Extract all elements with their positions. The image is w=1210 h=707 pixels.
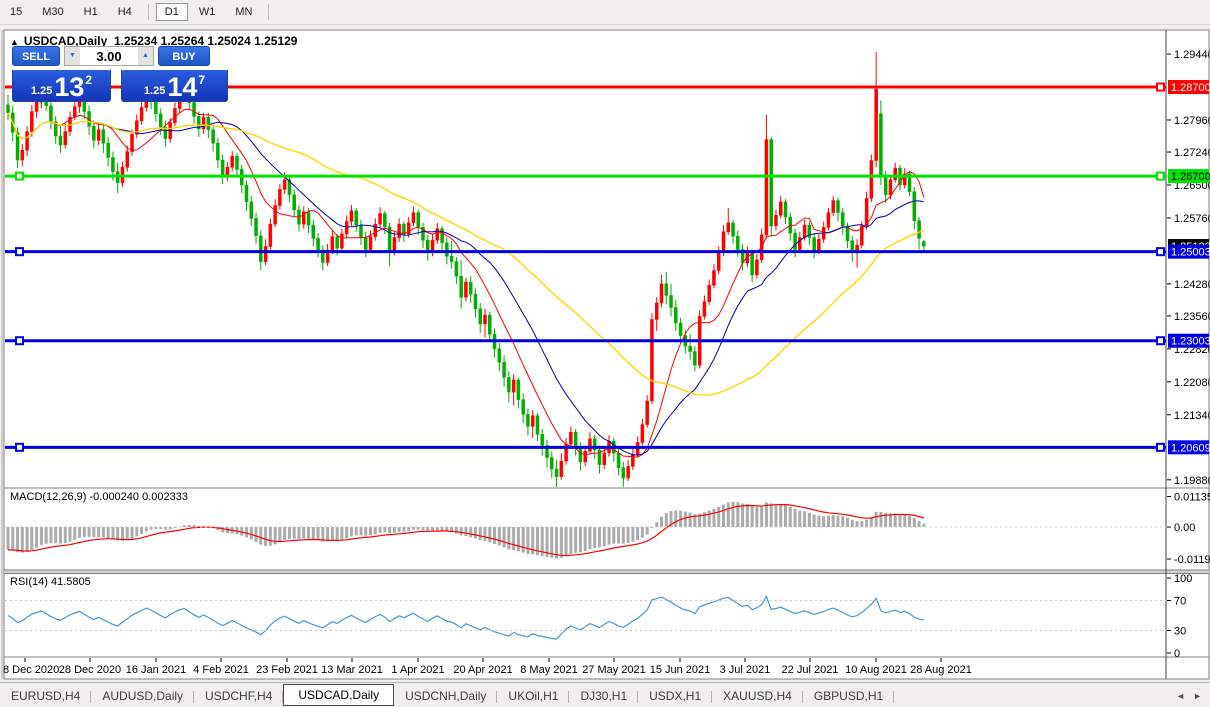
timeframe-button-m30[interactable]: M30 bbox=[42, 6, 64, 18]
svg-text:1.27240: 1.27240 bbox=[1174, 147, 1210, 159]
tab-gbpusd-h1[interactable]: GBPUSD,H1 bbox=[803, 686, 895, 706]
svg-text:0: 0 bbox=[1174, 648, 1180, 660]
svg-text:1.23560: 1.23560 bbox=[1174, 311, 1210, 323]
svg-text:0.01135: 0.01135 bbox=[1174, 492, 1210, 504]
one-click-trading-panel: SELL ▼ ▲ BUY 1.25 13 2 1.25 14 7 bbox=[12, 46, 228, 102]
timeframe-button-15[interactable]: 15 bbox=[10, 6, 23, 18]
lot-size-input[interactable] bbox=[80, 47, 138, 65]
sell-price-pipette: 2 bbox=[85, 73, 93, 87]
buy-price-prefix: 1.25 bbox=[143, 85, 166, 97]
svg-text:3 Jul 2021: 3 Jul 2021 bbox=[720, 664, 771, 676]
svg-text:1.20609: 1.20609 bbox=[1171, 442, 1210, 454]
svg-text:1.25003: 1.25003 bbox=[1171, 247, 1210, 259]
timeframe-button-d1[interactable]: D1 bbox=[155, 3, 188, 21]
svg-text:13 Mar 2021: 13 Mar 2021 bbox=[321, 664, 383, 676]
chart-title: ▲ USDCAD,Daily 1.25234 1.25264 1.25024 1.… bbox=[10, 34, 297, 48]
svg-text:1.24280: 1.24280 bbox=[1174, 279, 1210, 291]
tab-scroll-arrows: ◄ ► bbox=[1176, 691, 1202, 701]
time-axis[interactable] bbox=[5, 658, 1166, 679]
sell-price-main: 13 bbox=[54, 72, 85, 102]
buy-price-button[interactable]: 1.25 14 7 bbox=[121, 68, 228, 102]
tab-audusd-daily[interactable]: AUDUSD,Daily bbox=[91, 686, 194, 706]
svg-text:0.00: 0.00 bbox=[1174, 522, 1195, 534]
svg-text:23 Feb 2021: 23 Feb 2021 bbox=[256, 664, 318, 676]
timeframe-button-mn[interactable]: MN bbox=[235, 6, 253, 18]
timeframe-button-h1[interactable]: H1 bbox=[83, 6, 98, 18]
tab-usdchf-h4[interactable]: USDCHF,H4 bbox=[194, 686, 284, 706]
svg-text:22 Jul 2021: 22 Jul 2021 bbox=[782, 664, 839, 676]
svg-text:16 Jan 2021: 16 Jan 2021 bbox=[126, 664, 187, 676]
svg-text:8 May 2021: 8 May 2021 bbox=[520, 664, 577, 676]
sell-price-prefix: 1.25 bbox=[30, 85, 53, 97]
ohlc-readout: 1.25234 1.25264 1.25024 1.25129 bbox=[113, 34, 298, 48]
svg-text:1.29440: 1.29440 bbox=[1174, 49, 1210, 61]
svg-text:20 Apr 2021: 20 Apr 2021 bbox=[453, 664, 512, 676]
toolbar-separator bbox=[268, 4, 270, 20]
svg-text:1.19880: 1.19880 bbox=[1174, 475, 1210, 487]
rsi-indicator-label: RSI(14) 41.5805 bbox=[10, 576, 91, 588]
timeframe-button-h4[interactable]: H4 bbox=[117, 6, 132, 18]
timeframe-button-w1[interactable]: W1 bbox=[198, 6, 216, 18]
tab-usdcad-daily[interactable]: USDCAD,Daily bbox=[283, 683, 395, 706]
svg-text:30: 30 bbox=[1174, 626, 1186, 638]
buy-button[interactable]: BUY bbox=[158, 46, 210, 66]
svg-text:1.23003: 1.23003 bbox=[1171, 336, 1210, 348]
svg-text:1.26700: 1.26700 bbox=[1171, 171, 1210, 183]
sell-button[interactable]: SELL bbox=[12, 46, 60, 66]
svg-text:28 Aug 2021: 28 Aug 2021 bbox=[910, 664, 972, 676]
tab-usdx-h1[interactable]: USDX,H1 bbox=[638, 686, 713, 706]
svg-text:8 Dec 2020: 8 Dec 2020 bbox=[3, 664, 59, 676]
buy-price-main: 14 bbox=[167, 72, 198, 102]
tab-usdcnh-daily[interactable]: USDCNH,Daily bbox=[394, 686, 498, 706]
svg-text:100: 100 bbox=[1174, 573, 1192, 585]
chart-tab-bar: EURUSD,H4 AUDUSD,Daily USDCHF,H4 USDCAD,Dai… bbox=[0, 682, 1210, 707]
svg-text:-0.01190: -0.01190 bbox=[1174, 554, 1210, 566]
svg-text:1.21340: 1.21340 bbox=[1174, 410, 1210, 422]
tab-ukoil-h1[interactable]: UKOil,H1 bbox=[497, 686, 570, 706]
tab-scroll-right-button[interactable]: ► bbox=[1193, 690, 1202, 701]
price-axis[interactable] bbox=[1167, 31, 1210, 656]
svg-text:1.28700: 1.28700 bbox=[1171, 82, 1210, 94]
svg-text:27 May 2021: 27 May 2021 bbox=[582, 664, 646, 676]
symbol-label: USDCAD,Daily bbox=[23, 34, 108, 48]
svg-text:15 Jun 2021: 15 Jun 2021 bbox=[650, 664, 711, 676]
svg-text:1.27960: 1.27960 bbox=[1174, 115, 1210, 127]
collapse-panel-icon[interactable]: ▲ bbox=[10, 37, 19, 47]
sell-price-button[interactable]: 1.25 13 2 bbox=[12, 68, 111, 102]
lot-decrease-button[interactable]: ▼ bbox=[65, 47, 80, 65]
svg-text:28 Dec 2020: 28 Dec 2020 bbox=[59, 664, 121, 676]
svg-text:4 Feb 2021: 4 Feb 2021 bbox=[193, 664, 249, 676]
svg-text:1 Apr 2021: 1 Apr 2021 bbox=[391, 664, 444, 676]
lot-size-stepper: ▼ ▲ bbox=[64, 46, 154, 66]
svg-text:1.22080: 1.22080 bbox=[1174, 377, 1210, 389]
toolbar-separator bbox=[147, 4, 149, 20]
tab-xauusd-h4[interactable]: XAUUSD,H4 bbox=[712, 686, 803, 706]
svg-text:10 Aug 2021: 10 Aug 2021 bbox=[845, 664, 907, 676]
macd-indicator-label: MACD(12,26,9) -0.000240 0.002333 bbox=[10, 491, 188, 503]
buy-price-pipette: 7 bbox=[198, 73, 206, 87]
lot-increase-button[interactable]: ▲ bbox=[138, 47, 153, 65]
svg-text:1.25760: 1.25760 bbox=[1174, 213, 1210, 225]
tab-eurusd-h4[interactable]: EURUSD,H4 bbox=[0, 686, 92, 706]
svg-text:70: 70 bbox=[1174, 596, 1186, 608]
tab-dj30-h1[interactable]: DJ30,H1 bbox=[569, 686, 638, 706]
pane-splitter-rsi[interactable] bbox=[5, 569, 1166, 575]
timeframe-toolbar: 15 M30 H1 H4 D1 W1 MN bbox=[0, 0, 1210, 25]
tab-scroll-left-button[interactable]: ◄ bbox=[1176, 690, 1186, 701]
